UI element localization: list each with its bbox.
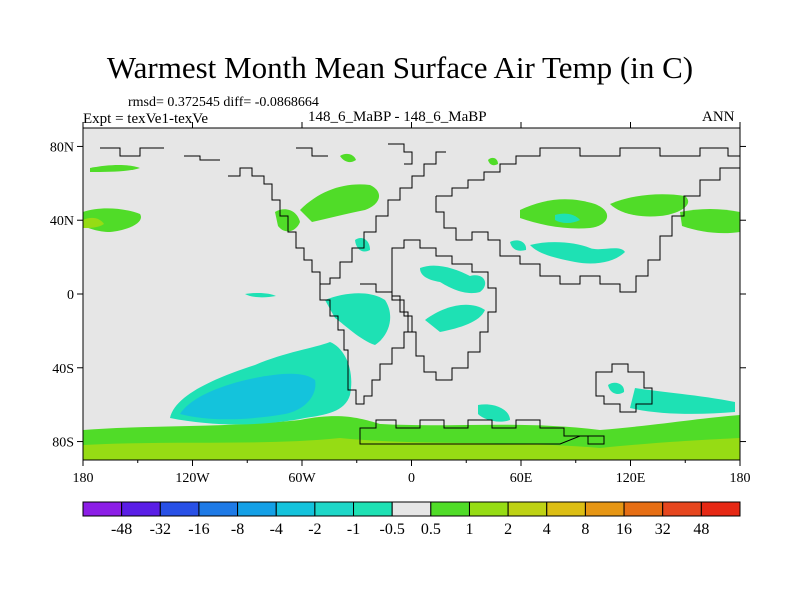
colorbar-swatch <box>353 501 393 517</box>
x-tick-label: 180 <box>73 471 94 486</box>
south-pacific-cool-core-shape <box>180 373 316 420</box>
colorbar-label: 4 <box>543 521 551 538</box>
chart-title: Warmest Month Mean Surface Air Temp (in … <box>106 50 694 85</box>
colorbar-swatch <box>507 501 548 517</box>
arctic-coastline <box>100 143 413 165</box>
colorbar-label: 8 <box>581 521 589 538</box>
north-america-coastline <box>228 151 446 285</box>
colorbar: -48 -32 -16 -8 -4 -2 -1 -0.5 0.5 1 2 4 8 16 32 48 <box>82 501 741 538</box>
colorbar-swatch <box>82 501 123 517</box>
y-tick-label: 80N <box>50 140 74 155</box>
colorbar-label: -16 <box>188 521 209 538</box>
east-asia-cool-shape <box>510 240 527 251</box>
colorbar-label: -48 <box>111 521 132 538</box>
asia-cool-shape <box>555 213 580 223</box>
y-tick-label: 40N <box>50 214 74 229</box>
stats-line: rmsd= 0.372545 diff= -0.0868664 <box>128 95 319 110</box>
eurasia-coastline <box>435 147 740 293</box>
colorbar-label: 32 <box>655 521 671 538</box>
colorbar-label: -32 <box>150 521 171 538</box>
arctic-warm-shape <box>90 165 140 172</box>
colorbar-swatch <box>546 501 586 517</box>
south-indian-cool-shape <box>478 404 510 422</box>
colorbar-label: 1 <box>465 521 473 538</box>
anomaly-fields <box>83 153 740 460</box>
colorbar-swatch <box>662 501 702 517</box>
y-axis: 80N 40N 0 40S 80S <box>50 140 746 451</box>
south-america-coastline <box>319 283 413 405</box>
colorbar-swatch <box>391 501 432 517</box>
x-tick-label: 60W <box>288 471 316 486</box>
west-pacific-warm-shape-2 <box>83 217 104 228</box>
colorbar-label: -1 <box>347 521 360 538</box>
colorbar-swatch <box>275 501 316 517</box>
south-atlantic-cool-shape <box>325 293 391 345</box>
colorbar-swatch <box>623 501 664 517</box>
east-pacific-warm-shape <box>680 209 740 234</box>
colorbar-label: 0.5 <box>421 521 441 538</box>
x-tick-label: 60E <box>510 471 533 486</box>
center-label: 148_6_MaBP - 148_6_MaBP <box>308 109 487 125</box>
colorbar-swatch <box>430 501 470 517</box>
season-label: ANN <box>702 109 735 125</box>
y-tick-label: 40S <box>52 362 74 377</box>
antarctica-coastline <box>359 419 605 445</box>
colorbar-swatch <box>584 501 625 517</box>
colorbar-swatch <box>468 501 509 517</box>
x-tick-label: 120E <box>616 471 646 486</box>
indian-ocean-cool-shape <box>630 388 735 414</box>
x-tick-label: 180 <box>730 471 751 486</box>
experiment-label: Expt = texVe1-texVe <box>83 111 209 127</box>
colorbar-label: 2 <box>504 521 512 538</box>
australia-coastline <box>595 363 653 413</box>
arctic-warm-patch-2 <box>340 153 356 163</box>
colorbar-swatch <box>198 501 239 517</box>
colorbar-swatch <box>159 501 200 517</box>
colorbar-label: -4 <box>270 521 283 538</box>
antarctic-yellow-band-shape <box>83 438 740 460</box>
south-indian-warm-shape <box>510 427 575 439</box>
africa-cool-shape-2 <box>425 304 485 332</box>
colorbar-label: -2 <box>308 521 321 538</box>
africa-coastline <box>391 239 497 381</box>
colorbar-label: 16 <box>616 521 632 538</box>
x-tick-label: 120W <box>175 471 210 486</box>
x-axis: 180 120W 60W 0 60E 120E 180 <box>73 122 751 486</box>
colorbar-label: -0.5 <box>380 521 405 538</box>
colorbar-swatch <box>121 501 161 517</box>
equatorial-pacific-cool-shape <box>245 292 276 298</box>
colorbar-label: -8 <box>231 521 244 538</box>
y-tick-label: 0 <box>67 288 74 303</box>
coastlines <box>100 143 740 445</box>
asia-warm-shape <box>610 194 689 217</box>
australia-cool-patch <box>608 382 625 394</box>
y-tick-label: 80S <box>52 436 74 451</box>
map-panel <box>82 127 741 461</box>
colorbar-swatch <box>237 501 277 517</box>
colorbar-swatch <box>700 501 741 517</box>
north-pacific-cool-shape <box>530 242 625 264</box>
north-atlantic-warm-shape <box>300 184 380 222</box>
africa-cool-shape-1 <box>420 265 486 294</box>
colorbar-swatch <box>314 501 355 517</box>
x-tick-label: 0 <box>408 471 415 486</box>
siberia-warm-patch <box>488 157 498 166</box>
colorbar-label: 48 <box>693 521 709 538</box>
